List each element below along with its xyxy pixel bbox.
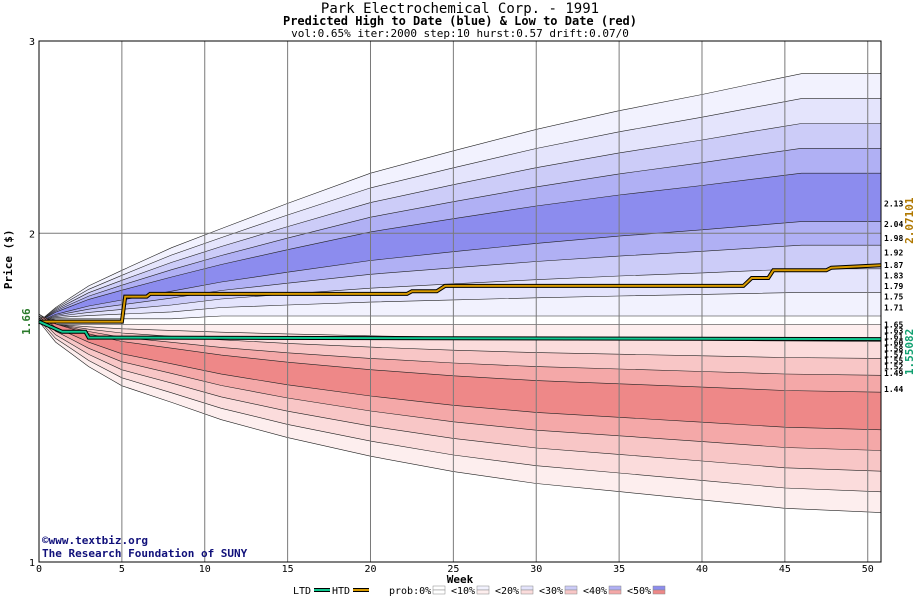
probability-bands (37, 41, 882, 562)
legend-label-50: <50% (627, 586, 651, 597)
high-quantile-2.04: 2.04 (884, 220, 903, 229)
x-tick-label-30: 30 (530, 564, 542, 575)
chart-params: vol:0.65% iter:2000 step:10 hurst:0.57 d… (291, 27, 629, 40)
plot-frame (38, 40, 882, 563)
low-quantile-1.52: 1.52 (884, 363, 903, 372)
low-quantile-1.63: 1.63 (884, 327, 903, 336)
low-final-label: 1.55082 (903, 329, 916, 375)
legend-label-10: <10% (451, 586, 475, 597)
high-quantile-1.75: 1.75 (884, 293, 903, 302)
low-quantile-1.49: 1.49 (884, 369, 903, 378)
legend-swatch-50-blue (652, 585, 666, 591)
legend-swatch-40-red (608, 589, 622, 595)
x-tick-label-45: 45 (779, 564, 791, 575)
low-quantile-1.55: 1.55 (884, 357, 903, 366)
y-tick-label-3: 3 (29, 37, 35, 48)
axis-labels: 0 5 10 15 20 25 30 35 40 45 50 1 2 3 Week Price ($) 1.66… (2, 37, 916, 586)
legend-line-ltd (314, 589, 330, 591)
legend-swatch-prob0-red (432, 589, 446, 595)
high-quantile-1.92: 1.92 (884, 249, 903, 258)
chart-subtitle: Predicted High to Date (blue) & Low to D… (282, 14, 637, 28)
credit-foundation: The Research Foundation of SUNY (42, 547, 248, 560)
legend-swatch-prob0-blue (432, 585, 446, 591)
start-price-label: 1.66 (20, 308, 33, 335)
legend-swatch-30-blue (564, 585, 578, 591)
low-quantile-1.60: 1.60 (884, 339, 903, 348)
legend-label-40: <40% (583, 586, 607, 597)
low-quantile-1.65: 1.65 (884, 321, 903, 330)
high-quantile-1.79: 1.79 (884, 282, 903, 291)
x-tick-label-10: 10 (199, 564, 211, 575)
x-tick-label-35: 35 (613, 564, 625, 575)
legend-swatch-10-blue (476, 585, 490, 591)
legend-swatch-50-red (652, 589, 666, 595)
y-tick-label-1: 1 (29, 558, 35, 569)
low-quantile-1.58: 1.58 (884, 345, 903, 354)
series-lines (38, 263, 882, 342)
high-quantile-1.83: 1.83 (884, 271, 903, 280)
htd-line (39, 264, 882, 323)
y-tick-label-2: 2 (29, 229, 35, 240)
low-quantile-1.61: 1.61 (884, 333, 903, 342)
high-quantile-2.13: 2.13 (884, 199, 903, 208)
x-tick-label-50: 50 (862, 564, 874, 575)
legend-swatch-30-red (564, 589, 578, 595)
high-final-label: 2.07101 (903, 197, 916, 244)
legend-label-20: <20% (495, 586, 519, 597)
legend-line-htd (353, 589, 369, 591)
legend-label-prob0: prob:0% (389, 586, 431, 597)
legend-label-30: <30% (539, 586, 563, 597)
high-quantile-1.87: 1.87 (884, 261, 903, 270)
x-tick-label-0: 0 (36, 564, 42, 575)
low-quantile-1.44: 1.44 (884, 385, 903, 394)
high-quantile-1.98: 1.98 (884, 234, 903, 243)
x-tick-label-25: 25 (447, 564, 459, 575)
x-tick-label-20: 20 (364, 564, 376, 575)
x-tick-label-15: 15 (282, 564, 294, 575)
legend-swatch-40-blue (608, 585, 622, 591)
y-axis-label: Price ($) (2, 229, 15, 289)
credit-website: ©www.textbiz.org (42, 534, 148, 547)
legend-label-htd: HTD (332, 586, 350, 597)
legend-swatch-20-blue (520, 585, 534, 591)
axes (38, 40, 882, 563)
x-tick-label-40: 40 (696, 564, 708, 575)
low-quantile-1.57: 1.57 (884, 351, 903, 360)
chart-title: Park Electrochemical Corp. - 1991 (320, 1, 600, 17)
high-quantile-1.71: 1.71 (884, 304, 903, 313)
legend: LTD HTD prob:0% <10% <20% <30% <40% <50% (293, 585, 666, 597)
ltd-line (38, 320, 882, 341)
legend-swatch-10-red (476, 589, 490, 595)
legend-swatch-20-red (520, 589, 534, 595)
x-tick-label-5: 5 (119, 564, 125, 575)
legend-label-ltd: LTD (293, 586, 311, 597)
x-axis-label: Week (447, 573, 474, 586)
